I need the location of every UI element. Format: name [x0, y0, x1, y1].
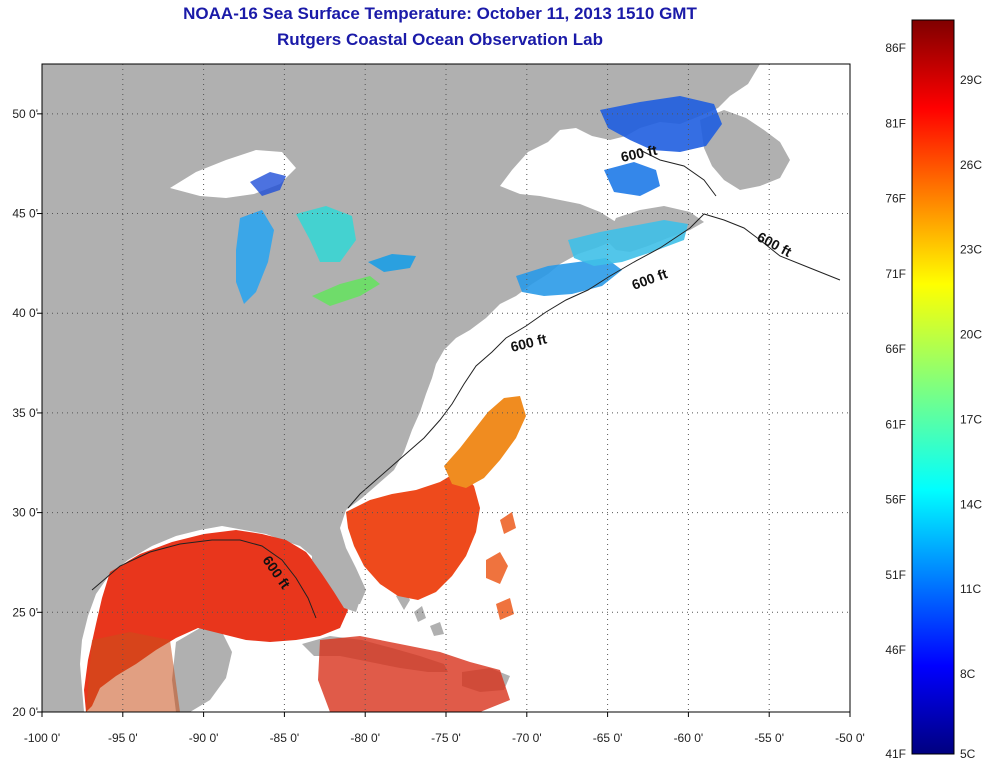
colorbar-f-label: 56F [885, 493, 906, 507]
latitude-axis: 50 0' 45 0' 40 0' 35 0' 30 0' 25 0' 20 0' [12, 107, 42, 719]
colorbar-c-label: 20C [960, 328, 982, 342]
colorbar-c-label: 11C [960, 582, 981, 596]
land-florida [312, 546, 360, 612]
sst-st-lawrence-estuary [604, 162, 660, 196]
map-title: NOAA-16 Sea Surface Temperature: October… [183, 4, 697, 23]
longitude-axis: -100 0' -95 0' -90 0' -85 0' -80 0' -75 0' -70… [24, 712, 865, 745]
sst-gulf-stream-orange [444, 396, 526, 488]
colorbar-f-label: 61F [885, 417, 906, 431]
lake-superior-sst [250, 172, 286, 196]
bathymetry-600ft-newfoundland [639, 149, 717, 197]
sst-florida-atlantic [346, 470, 480, 600]
latitude-tick-label: 45 0' [12, 207, 38, 221]
graticule [42, 64, 850, 712]
longitude-tick-label: -100 0' [24, 731, 60, 745]
colorbar-c-label: 17C [960, 412, 982, 426]
latitude-tick-label: 20 0' [12, 705, 38, 719]
longitude-tick-label: -75 0' [431, 731, 461, 745]
sst-gulf-st-lawrence [600, 96, 722, 152]
latitude-tick-label: 40 0' [12, 306, 38, 320]
colorbar-c-label: 26C [960, 158, 982, 172]
sst-east-patches [486, 512, 516, 620]
bathymetry-600ft-gulf [91, 539, 317, 619]
colorbar-f-label: 66F [885, 342, 906, 356]
colorbar-f-label: 46F [885, 643, 906, 657]
longitude-tick-label: -80 0' [350, 731, 380, 745]
contour-label: 600 ft [619, 142, 658, 165]
longitude-tick-label: -55 0' [754, 731, 784, 745]
colorbar-c-label: 29C [960, 73, 982, 87]
temperature-colorbar [911, 19, 955, 755]
colorbar-f-label: 41F [885, 747, 906, 761]
lake-erie [312, 276, 380, 306]
colorbar-f-label: 51F [885, 568, 906, 582]
map-subtitle: Rutgers Coastal Ocean Observation Lab [277, 30, 603, 49]
longitude-tick-label: -95 0' [108, 731, 138, 745]
longitude-tick-label: -85 0' [270, 731, 300, 745]
sst-scotian-shelf [568, 220, 688, 266]
land-bahamas [396, 590, 444, 636]
latitude-tick-label: 50 0' [12, 107, 38, 121]
sst-gulf-of-mexico [84, 530, 348, 712]
longitude-tick-label: -60 0' [674, 731, 704, 745]
colorbar-c-label: 8C [960, 667, 976, 681]
sst-gulf-lower [86, 632, 180, 712]
land-newfoundland [700, 110, 790, 190]
colorbar-c-label: 5C [960, 747, 976, 761]
colorbar-c-label: 14C [960, 497, 982, 511]
colorbar-fahrenheit-labels: 86F 81F 76F 71F 66F 61F 56F 51F 46F 41F [885, 41, 906, 761]
colorbar-c-label: 23C [960, 243, 982, 257]
sst-caribbean [318, 636, 510, 712]
longitude-tick-label: -50 0' [835, 731, 865, 745]
lake-huron [296, 206, 356, 262]
bathymetry-600ft-contour [347, 213, 841, 509]
latitude-tick-label: 30 0' [12, 506, 38, 520]
lake-michigan [236, 210, 274, 304]
colorbar-f-label: 71F [885, 267, 906, 281]
longitude-tick-label: -70 0' [512, 731, 542, 745]
land-yucatan [172, 628, 232, 712]
longitude-tick-label: -90 0' [189, 731, 219, 745]
latitude-tick-label: 35 0' [12, 406, 38, 420]
colorbar-f-label: 76F [885, 192, 906, 206]
latitude-tick-label: 25 0' [12, 605, 38, 619]
colorbar-f-label: 81F [885, 116, 906, 130]
sst-gulf-of-maine [516, 258, 622, 296]
colorbar-f-label: 86F [885, 41, 906, 55]
land-north-america [42, 64, 760, 712]
lake-ontario [368, 254, 416, 272]
colorbar-celsius-labels: 29C 26C 23C 20C 17C 14C 11C 8C 5C [960, 73, 982, 761]
longitude-tick-label: -65 0' [593, 731, 623, 745]
